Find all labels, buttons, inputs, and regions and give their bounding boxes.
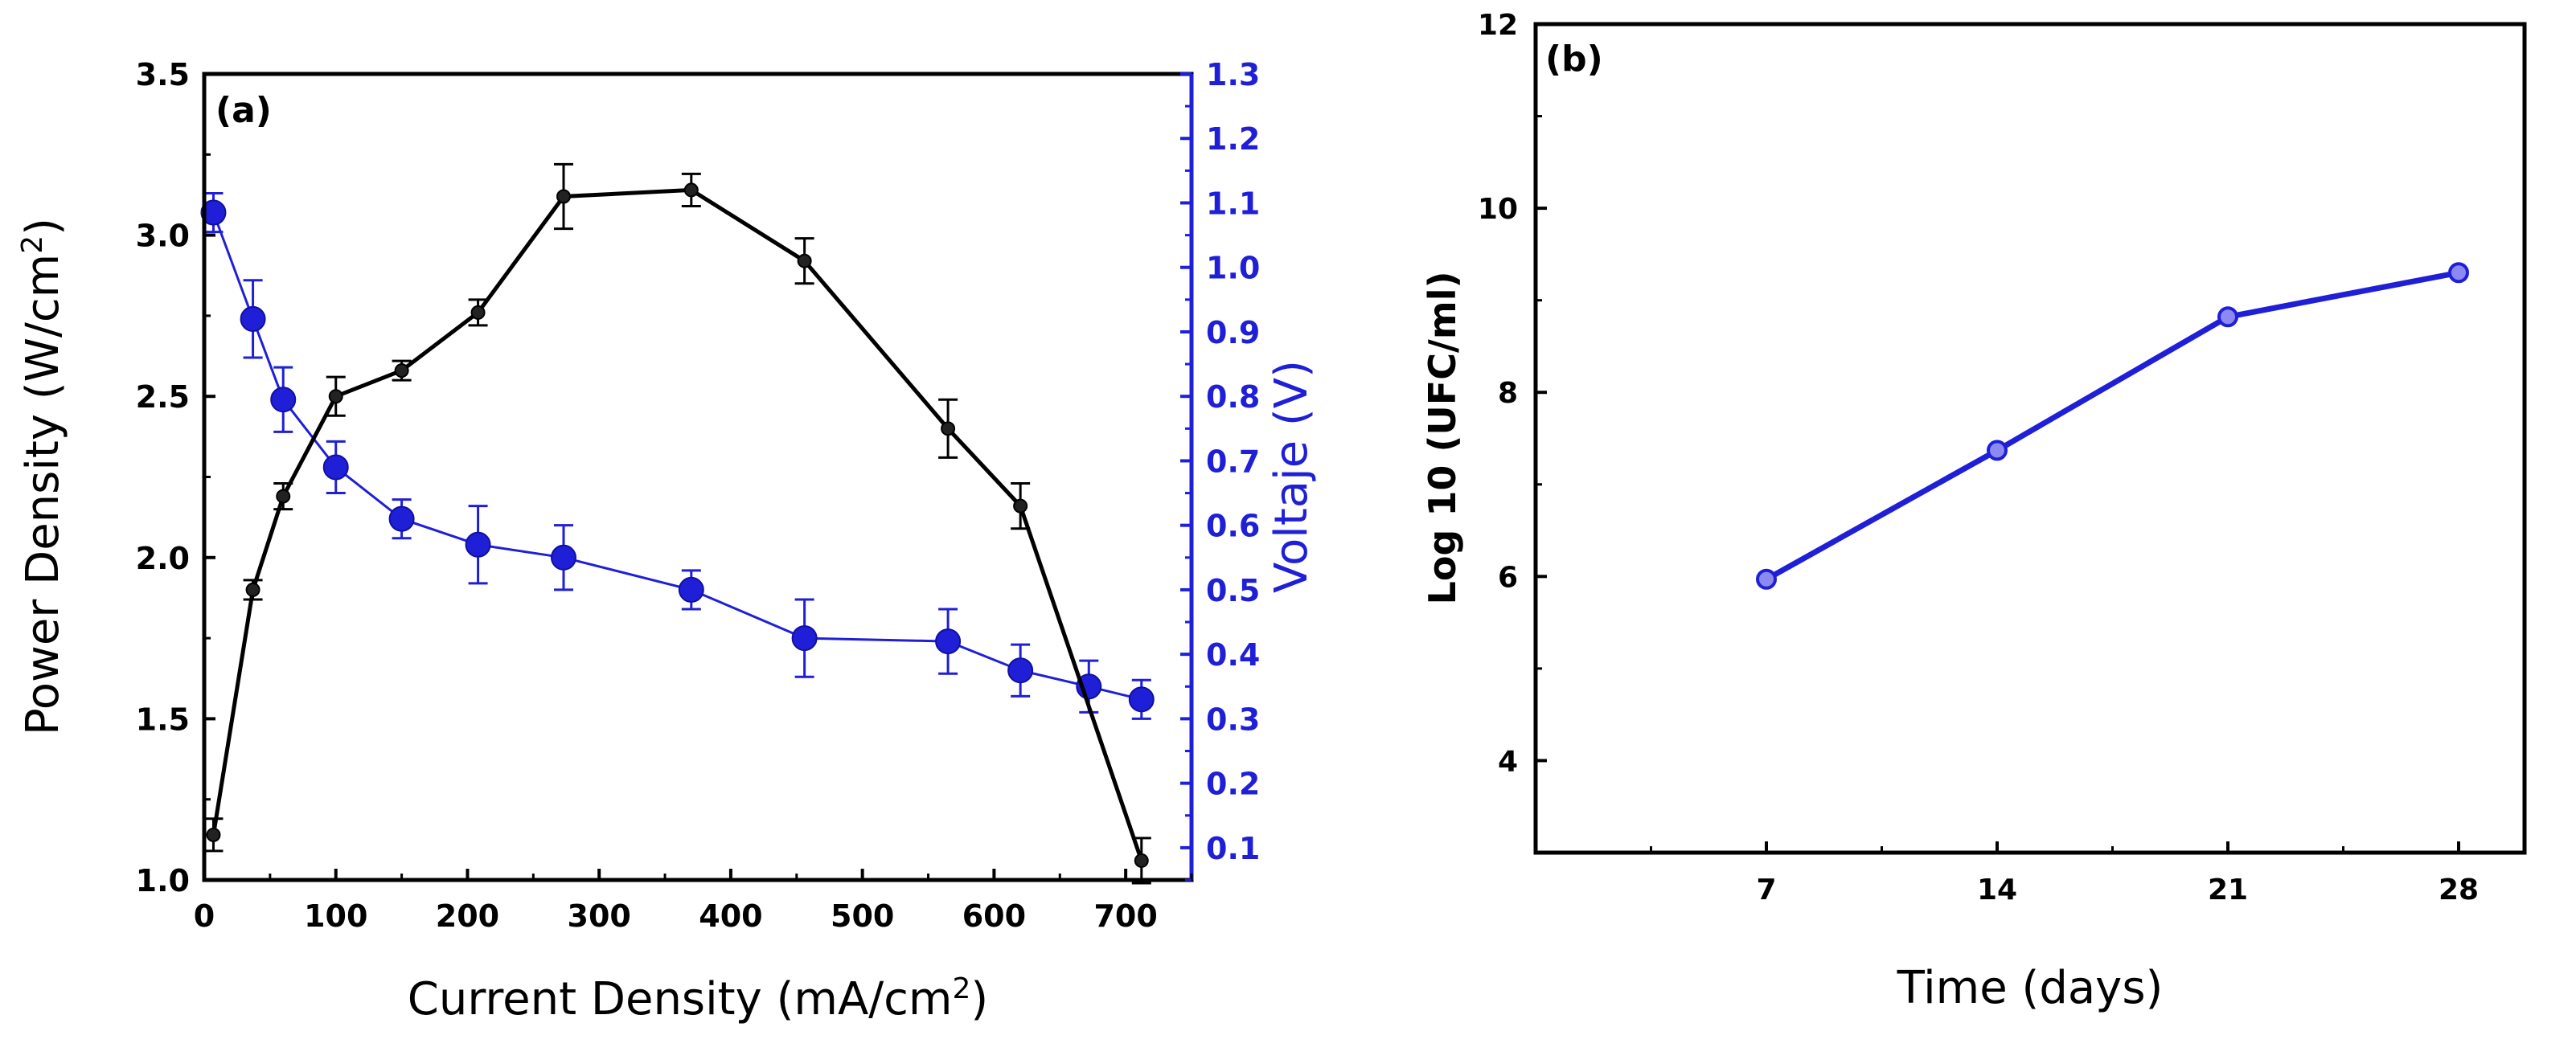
voltage-point [322,454,349,481]
y-tick-label: 2.0 [136,541,190,576]
y-tick-label: 2.5 [136,379,190,415]
y-tick-label: 6 [1498,561,1518,594]
x-tick-label: 0 [194,898,215,934]
power-density-point [206,827,221,842]
voltage-point [1128,686,1155,713]
x-tick-label: 7 [1756,874,1776,906]
y2-tick-label: 0.7 [1206,444,1260,479]
x-tick-label: 21 [2208,874,2248,906]
power-density-point [394,363,409,379]
x-tick-label: 700 [1093,898,1157,934]
voltage-point [550,544,576,571]
y-tick-label: 3.5 [136,57,190,92]
power-density-axis-title: Power Density (W/cm2) [16,218,69,735]
power-density-point [470,305,486,320]
y-tick-label: 10 [1478,193,1518,226]
voltage-point [1007,657,1034,684]
x-tick-label: 200 [436,898,499,934]
growth-point [1987,440,2008,461]
power-density-point [941,421,956,436]
growth-line [1765,269,2459,582]
x-tick-label: 300 [568,898,631,934]
x-tick-label: 28 [2439,874,2479,906]
y2-tick-label: 1.0 [1206,251,1260,286]
growth-ticks: 7 14 21 28 4 6 8 10 12 [1478,9,2479,906]
power-density-point [797,253,812,268]
y2-tick-label: 1.3 [1206,57,1260,92]
voltage-axis-title: Voltaje (V) [1265,360,1318,593]
y-tick-label: 1.0 [136,863,190,898]
power-density-point [328,389,343,404]
voltage-point [935,628,962,655]
power-density-point [1134,853,1149,868]
log-ufc-axis-title: Log 10 (UFC/ml) [1421,272,1464,605]
voltage-point [678,576,704,603]
x-tick-label: 400 [699,898,762,934]
y2-tick-label: 1.1 [1206,186,1260,221]
y2-tick-label: 0.4 [1206,637,1260,673]
power-voltage-ticks: 0 100 200 300 400 500 600 700 1.0 1.5 2.0 2.5 3.0 3.5… [136,57,1261,934]
y2-tick-label: 0.8 [1206,379,1260,415]
power-density-point [683,182,699,198]
growth-point [2217,306,2238,328]
voltage-point [240,305,266,332]
power-density-point [556,189,571,204]
x-tick-label: 14 [1977,874,2017,906]
panel-b-label: (b) [1545,39,1603,80]
growth-series-layer [1756,262,2469,590]
y2-tick-label: 0.2 [1206,767,1260,802]
y2-tick-label: 0.6 [1206,509,1260,544]
voltage-point [388,505,415,532]
power-voltage-chart: 0 100 200 300 400 500 600 700 1.0 1.5 2.0 2.5 3.0 3.5… [16,57,1318,1025]
y-tick-label: 1.5 [136,702,190,737]
x-tick-label: 600 [962,898,1026,934]
current-density-axis-title: Current Density (mA/cm2) [408,972,989,1025]
voltage-point [270,387,297,413]
x-tick-label: 500 [831,898,894,934]
time-axis-title: Time (days) [1897,962,2164,1014]
panel-a-label: (a) [215,90,272,131]
y2-tick-label: 0.1 [1206,831,1260,866]
growth-plot-frame [1533,22,2527,855]
power-density-point [245,582,260,597]
y-tick-label: 12 [1478,9,1518,42]
y2-tick-label: 0.9 [1206,315,1260,350]
power-density-point [1013,498,1028,514]
bacterial-growth-chart: 7 14 21 28 4 6 8 10 12 (b) Time (days) Log 10 (U… [1421,9,2527,1014]
y2-tick-label: 1.2 [1206,121,1260,157]
y-tick-label: 4 [1498,745,1518,778]
y2-tick-label: 0.5 [1206,573,1260,608]
power-density-point [276,489,291,504]
power-density-line [211,187,1144,861]
growth-point [1756,568,1777,590]
growth-point [2448,262,2469,284]
voltage-point [465,531,491,558]
voltage-point [791,625,818,652]
y2-tick-label: 0.3 [1206,702,1260,737]
y-tick-label: 3.0 [136,219,190,254]
power-voltage-series-layer [200,162,1155,885]
x-tick-label: 100 [304,898,367,934]
voltage-point [200,199,227,226]
y-tick-label: 8 [1498,377,1518,410]
